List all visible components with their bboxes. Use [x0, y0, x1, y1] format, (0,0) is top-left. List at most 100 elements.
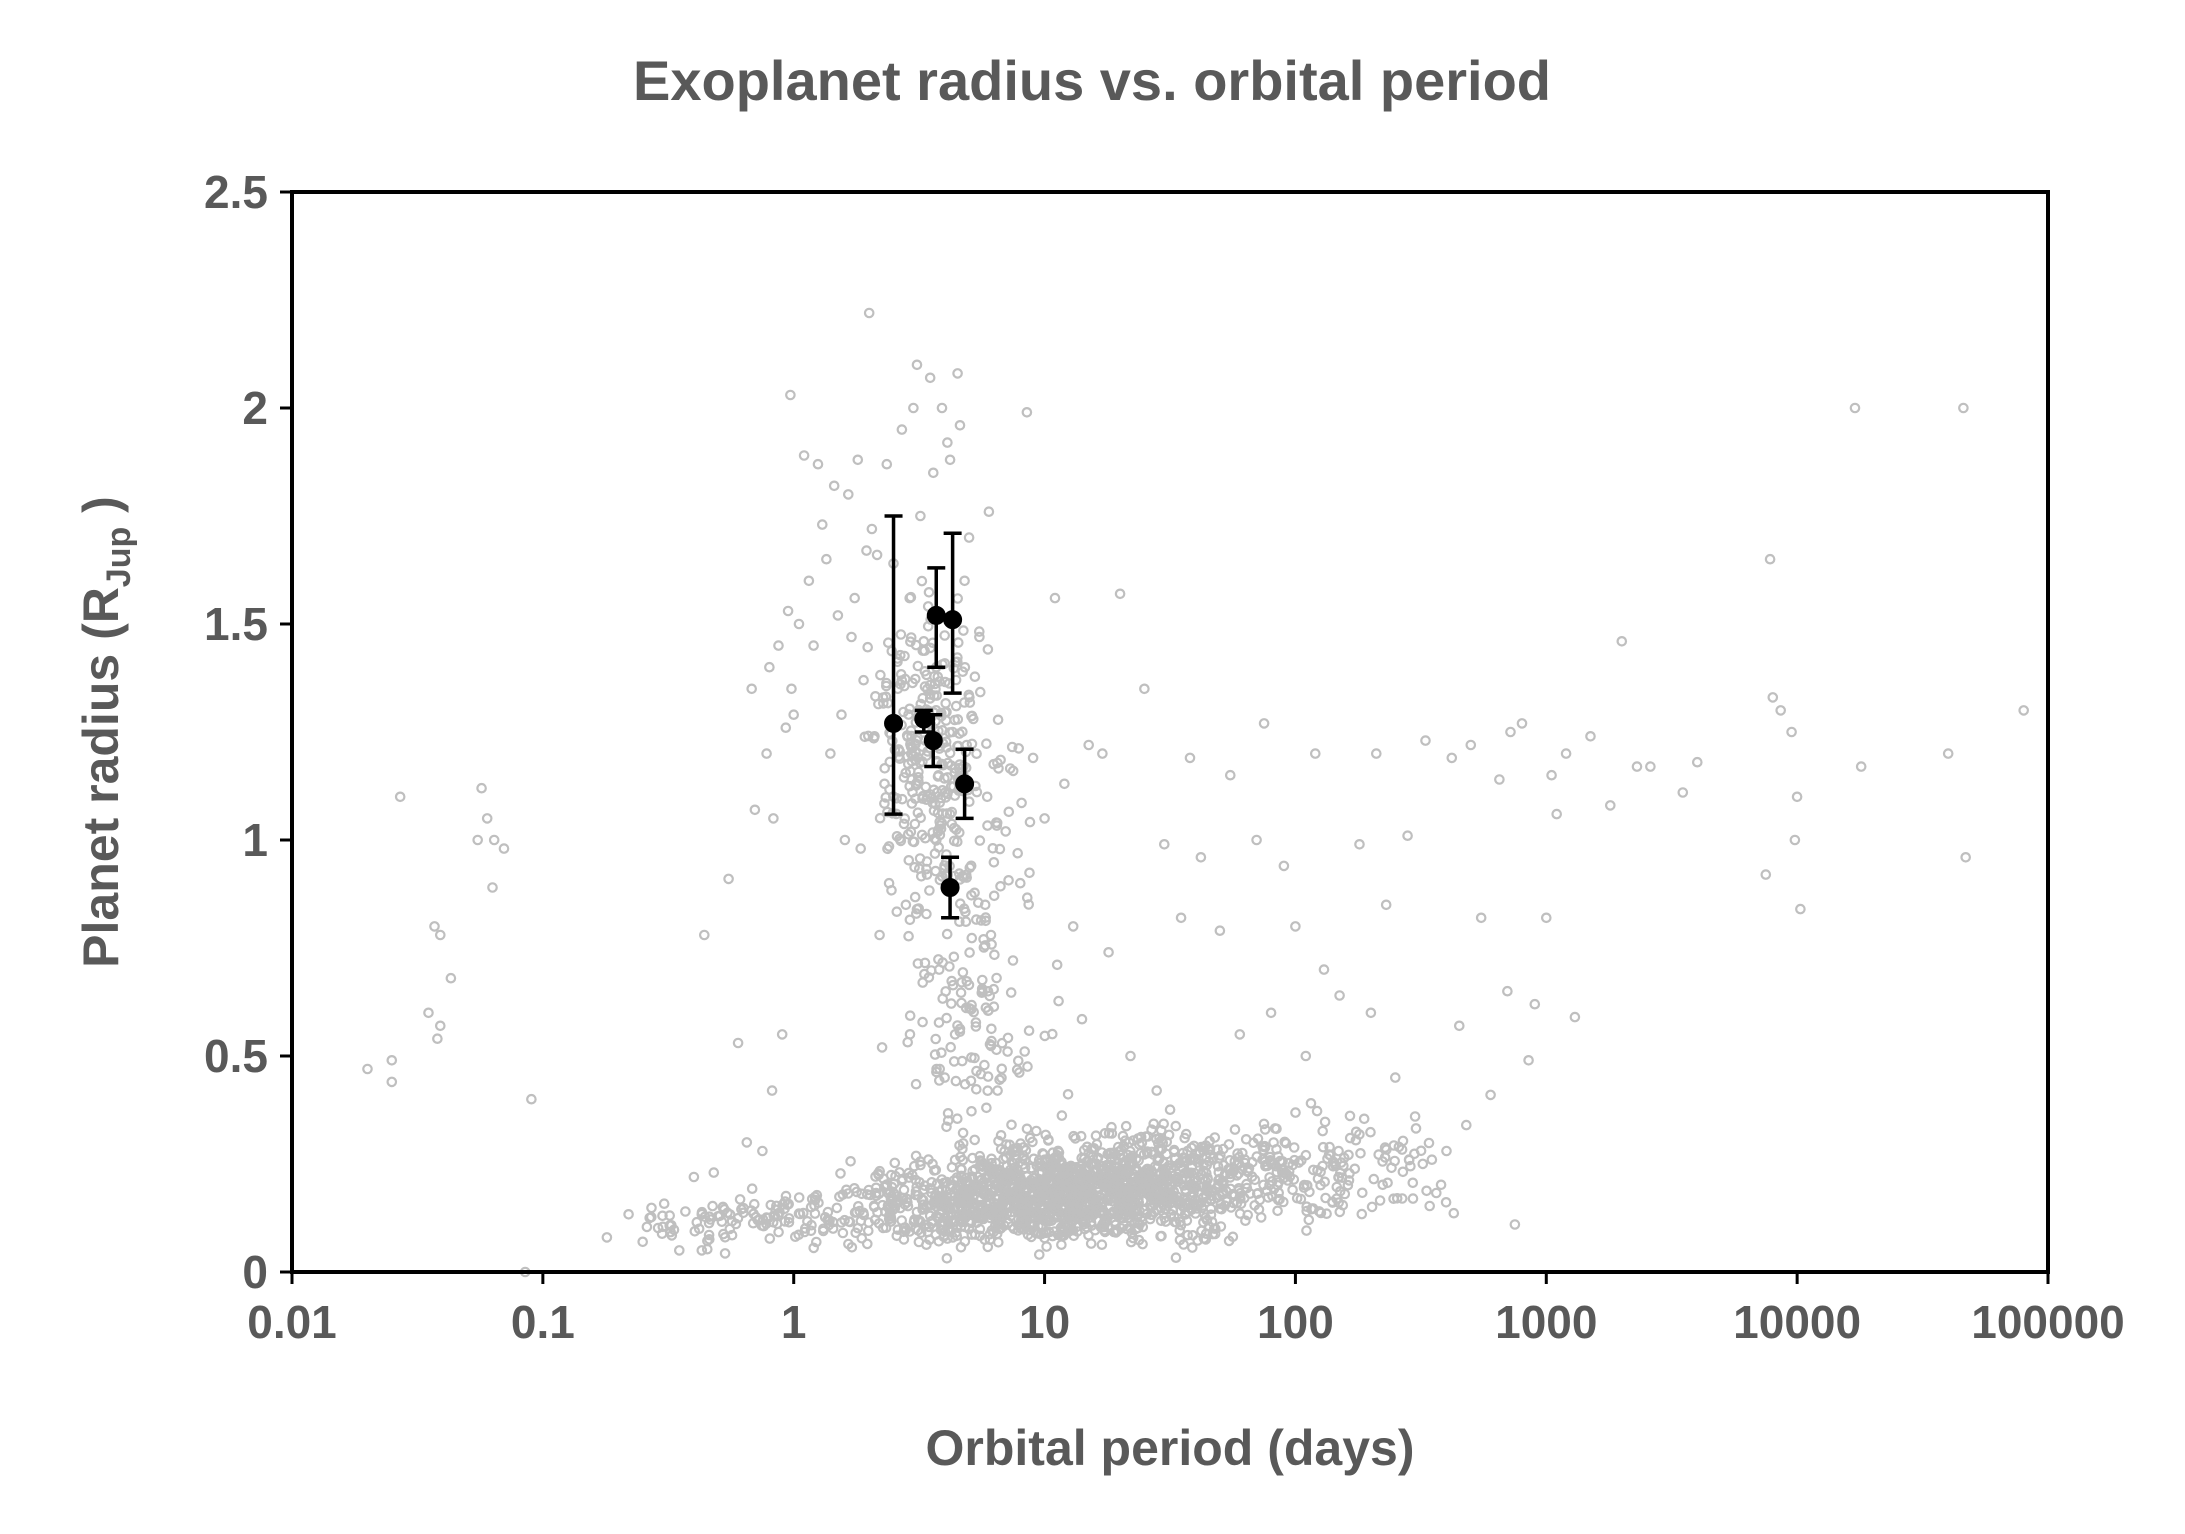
planet-point: [1494, 774, 1505, 785]
planet-point: [1551, 808, 1562, 820]
planet-point: [981, 1187, 992, 1198]
planet-point: [1585, 730, 1596, 742]
planet-point: [1031, 1125, 1042, 1137]
planet-point: [940, 697, 951, 709]
planet-point: [1333, 1197, 1344, 1208]
planet-point: [1409, 1111, 1421, 1122]
planet-point: [843, 1238, 854, 1250]
planet-point: [951, 1113, 963, 1124]
planet-point: [1148, 1118, 1159, 1130]
planet-point: [1156, 1181, 1168, 1192]
planet-point: [773, 1226, 784, 1238]
planet-point: [734, 1194, 746, 1205]
planet-point: [1034, 1249, 1045, 1260]
planet-point: [1178, 1156, 1189, 1168]
planet-point: [1003, 874, 1014, 886]
planet-point: [1052, 1145, 1064, 1157]
planet-point: [1305, 1098, 1317, 1109]
planet-point: [601, 1232, 613, 1243]
planet-point: [963, 796, 975, 807]
planet-point: [1184, 1155, 1196, 1166]
planet-point: [836, 709, 847, 720]
planet-point: [1380, 899, 1392, 911]
planet-point: [912, 660, 924, 672]
planet-point: [1020, 1145, 1032, 1156]
planet-point: [1051, 959, 1063, 971]
planet-point: [1146, 1171, 1157, 1182]
planet-point: [875, 669, 886, 681]
planet-point: [1081, 1141, 1093, 1153]
highlight-point: [884, 713, 904, 733]
planet-point: [1106, 1128, 1118, 1139]
planet-point: [1344, 1110, 1356, 1122]
planet-point: [1133, 1234, 1145, 1246]
planet-point: [951, 1230, 963, 1242]
planet-point: [1021, 406, 1033, 418]
planet-point: [1234, 1029, 1246, 1040]
planet-point: [908, 1160, 920, 1172]
planet-point: [919, 681, 931, 692]
planet-point: [1125, 1156, 1136, 1168]
planet-point: [805, 1225, 817, 1237]
planet-point: [1560, 748, 1572, 759]
planet-point: [1106, 1121, 1117, 1133]
highlight-point-group: [955, 747, 975, 821]
planet-point: [889, 1157, 901, 1169]
planet-point: [1358, 1113, 1370, 1125]
planet-point: [1153, 1138, 1164, 1149]
planet-point: [934, 797, 945, 808]
planet-point: [955, 1197, 967, 1209]
planet-point: [904, 914, 916, 926]
planet-point: [1324, 1141, 1335, 1153]
planet-point: [986, 1153, 997, 1165]
planet-point: [1382, 1177, 1393, 1189]
planet-point: [2018, 705, 2029, 716]
planet-point: [950, 1075, 962, 1087]
planet-point: [1303, 1214, 1315, 1226]
y-tick-label: 0: [242, 1246, 268, 1298]
planet-point: [1022, 892, 1033, 903]
y-axis-title: Planet radius (RJup ): [73, 496, 138, 968]
planet-point: [1311, 1105, 1323, 1117]
planet-point: [1241, 1182, 1253, 1194]
planet-point: [921, 908, 932, 920]
y-tick-label: 1.5: [204, 598, 268, 650]
planet-point: [664, 1210, 675, 1221]
planet-point: [1024, 816, 1036, 828]
planet-point: [646, 1202, 657, 1214]
planet-point: [984, 1228, 996, 1240]
y-axis-title-tail: ): [73, 496, 129, 527]
planet-point: [913, 766, 924, 778]
planet-point: [825, 748, 836, 759]
planet-point: [839, 834, 851, 846]
highlight-point-group: [940, 855, 960, 920]
y-tick-label: 2: [242, 382, 268, 434]
planet-point: [952, 714, 964, 725]
planet-point: [738, 1202, 749, 1214]
planet-point: [1165, 1209, 1177, 1220]
planet-point: [905, 591, 917, 603]
planet-point: [1044, 1226, 1055, 1238]
planet-point: [691, 1216, 703, 1228]
planet-point: [1569, 1011, 1581, 1023]
highlight-point: [955, 774, 975, 794]
planet-point: [952, 368, 963, 379]
planet-point: [922, 1226, 933, 1238]
planet-point: [1789, 834, 1801, 846]
planet-point: [1677, 787, 1689, 798]
planet-point: [912, 771, 924, 783]
planet-point: [773, 640, 784, 651]
planet-point: [1019, 1162, 1031, 1174]
planet-point: [852, 454, 864, 466]
x-tick-label: 1000: [1495, 1296, 1597, 1348]
planet-point: [990, 817, 1002, 828]
planet-point: [432, 1033, 443, 1044]
planet-point: [855, 843, 866, 854]
planet-point: [1096, 1239, 1108, 1250]
planet-point: [934, 1063, 945, 1075]
planet-point: [1114, 588, 1126, 600]
planet-point: [858, 674, 869, 686]
planet-point: [915, 510, 926, 522]
planet-point: [1210, 1223, 1221, 1234]
planet-point: [1767, 692, 1779, 703]
